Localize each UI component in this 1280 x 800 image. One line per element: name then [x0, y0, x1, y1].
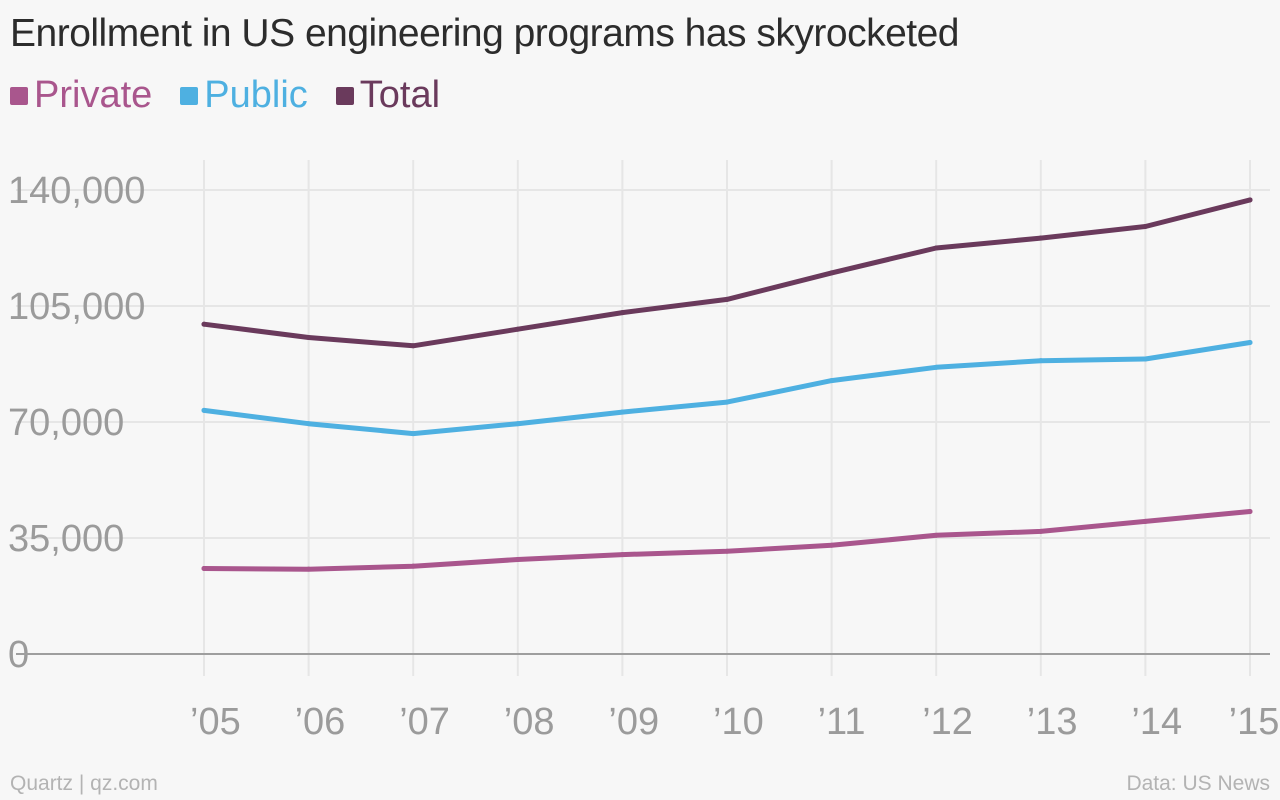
data-point-private: [619, 552, 625, 558]
data-point-total: [619, 310, 625, 316]
x-tick-label: ’14: [1131, 701, 1182, 743]
legend: Private Public Total: [10, 74, 468, 117]
data-point-private: [515, 557, 521, 563]
x-tick-label: ’08: [504, 701, 555, 743]
x-tick-label: ’07: [399, 701, 450, 743]
data-point-public: [306, 421, 312, 427]
y-tick-label: 70,000: [8, 402, 124, 444]
data-point-total: [201, 321, 207, 327]
data-point-total: [515, 326, 521, 332]
data-point-total: [1038, 235, 1044, 241]
data-point-total: [933, 245, 939, 251]
data-point-public: [933, 364, 939, 370]
legend-item-total: Total: [335, 74, 441, 117]
x-tick-label: ’13: [1027, 701, 1078, 743]
data-point-public: [1038, 358, 1044, 364]
legend-swatch-total: [335, 86, 354, 105]
data-point-private: [829, 542, 835, 548]
data-point-public: [410, 431, 416, 437]
data-point-public: [515, 421, 521, 427]
data-point-private: [306, 566, 312, 572]
data-point-private: [1142, 518, 1148, 524]
data-point-total: [724, 296, 730, 302]
data-point-total: [1142, 223, 1148, 229]
legend-label-public: Public: [204, 74, 308, 116]
data-point-private: [410, 563, 416, 569]
x-tick-label: ’06: [295, 701, 346, 743]
data-point-total: [410, 343, 416, 349]
data-point-private: [724, 548, 730, 554]
data-point-total: [306, 334, 312, 340]
data-point-public: [1247, 339, 1253, 345]
data-point-private: [1038, 528, 1044, 534]
data-point-private: [1247, 508, 1253, 514]
x-tick-label: ’05: [190, 701, 241, 743]
x-tick-label: ’15: [1229, 701, 1280, 743]
footer-credit: Quartz | qz.com: [10, 772, 158, 795]
data-point-public: [829, 378, 835, 384]
data-point-public: [201, 407, 207, 413]
legend-label-total: Total: [359, 74, 441, 116]
y-tick-label: 35,000: [8, 518, 124, 560]
y-tick-label: 105,000: [8, 286, 145, 328]
chart-title: Enrollment in US engineering programs ha…: [10, 12, 959, 55]
legend-item-public: Public: [180, 74, 308, 117]
x-tick-label: ’09: [608, 701, 659, 743]
data-point-total: [1247, 197, 1253, 203]
data-point-public: [1142, 356, 1148, 362]
legend-swatch-public: [180, 86, 199, 105]
footer-source: Data: US News: [1126, 772, 1270, 795]
data-point-private: [201, 565, 207, 571]
x-tick-label: ’12: [922, 701, 973, 743]
legend-swatch-private: [10, 86, 28, 105]
legend-label-private: Private: [34, 74, 153, 116]
data-point-public: [724, 399, 730, 405]
legend-item-private: Private: [10, 74, 152, 117]
y-tick-label: 140,000: [8, 170, 145, 212]
x-tick-label: ’10: [713, 701, 764, 743]
data-point-total: [829, 270, 835, 276]
x-tick-label: ’11: [818, 701, 866, 743]
data-point-public: [619, 409, 625, 415]
data-point-private: [933, 532, 939, 538]
